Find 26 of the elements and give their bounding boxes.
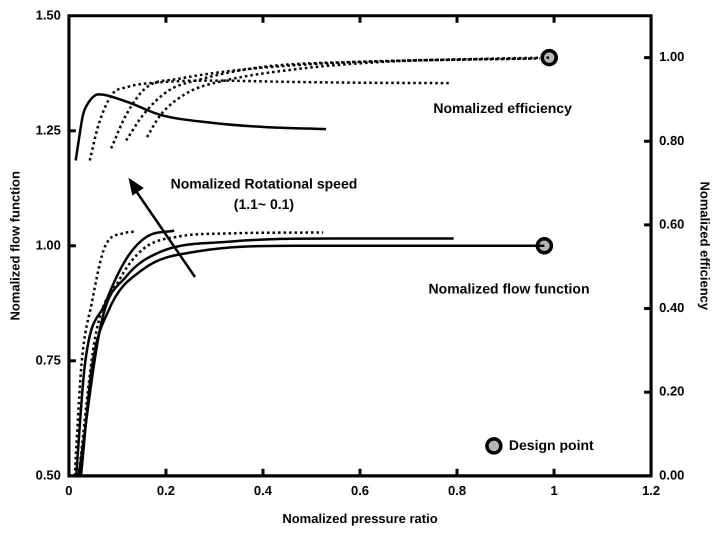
x-tick-label: 0.8	[448, 483, 466, 498]
x-tick-label: 1.2	[642, 483, 660, 498]
annotation: Nomalized flow function	[428, 280, 590, 296]
x-axis-title: Nomalized pressure ratio	[282, 510, 438, 526]
x-tick-label: 0	[65, 483, 73, 498]
y-tick-label: 0.50	[36, 467, 61, 482]
y2-tick-label: 0.60	[659, 216, 684, 232]
x-tick-label: 0.2	[156, 483, 175, 498]
y-tick-label: 0.75	[36, 352, 61, 368]
y2-tick-label: 0.80	[659, 132, 684, 148]
legend-label: Design point	[508, 436, 594, 453]
annotation: Nomalized efficiency	[433, 100, 572, 116]
y2-tick-label: 1.00	[659, 49, 684, 64]
y-tick-label: 1.50	[36, 7, 61, 22]
y-tick-label: 1.00	[36, 237, 61, 252]
x-tick-label: 0.4	[254, 483, 273, 498]
y2-axis-title: Nomalized efficiency	[698, 181, 713, 311]
x-tick-label: 1	[550, 483, 558, 498]
y2-tick-label: 0.20	[659, 384, 684, 399]
y2-tick-label: 0.40	[659, 300, 684, 316]
annotation: (1.1~ 0.1)	[234, 196, 294, 212]
y-axis-title: Nomalized flow function	[7, 170, 22, 321]
y2-tick-label: 0.00	[659, 467, 684, 482]
y-tick-label: 1.25	[36, 122, 61, 138]
x-tick-label: 0.6	[350, 483, 370, 498]
annotation: Nomalized Rotational speed	[170, 175, 358, 192]
